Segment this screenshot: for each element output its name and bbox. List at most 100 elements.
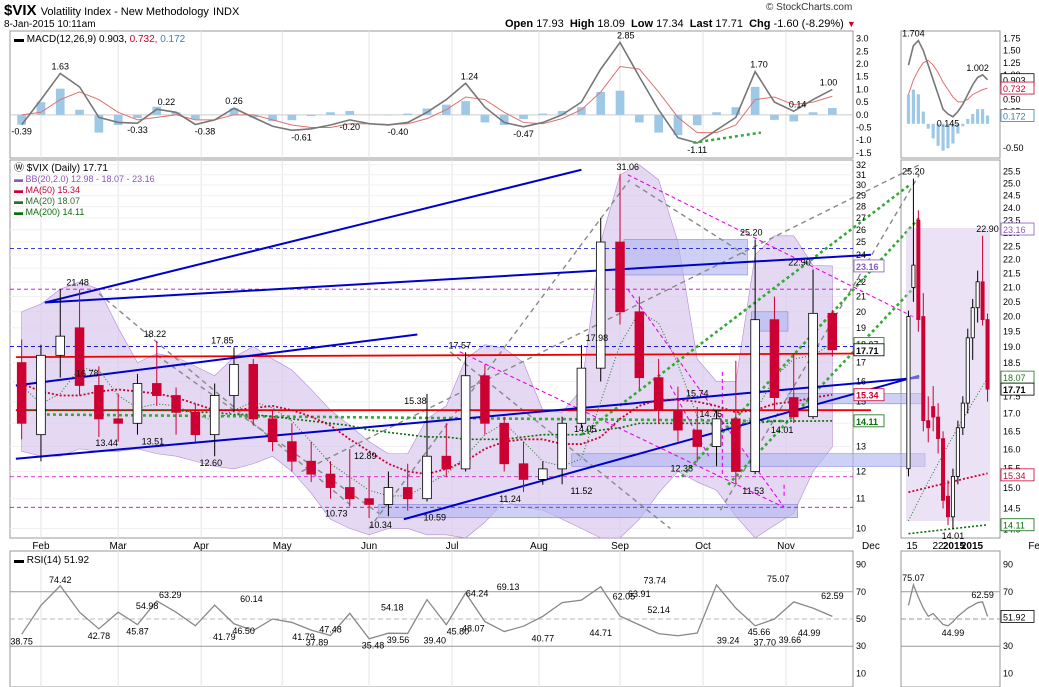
macd-histogram-bar — [75, 109, 84, 115]
macd-histogram-bar — [36, 102, 46, 115]
macd-tick-label: 1.5 — [856, 72, 869, 82]
candle-body — [750, 319, 760, 472]
legend-ma20: ▬ MA(20) 18.07 — [14, 196, 80, 206]
macd-annotation: -0.40 — [388, 127, 409, 137]
rsi-annotation: 41.79 — [292, 632, 315, 642]
zoom-rsi-tick: 10 — [1003, 668, 1013, 678]
zoom-candle-body — [916, 219, 921, 320]
rsi-annotation: 62.05 — [613, 592, 636, 602]
candle-body — [171, 395, 181, 413]
rsi-legend: ▬ RSI(14) 51.92 — [14, 555, 89, 566]
rsi-annotation: 45.87 — [126, 627, 149, 637]
rsi-annotation: 44.71 — [589, 628, 612, 638]
month-label: Oct — [695, 541, 711, 552]
zoom-price-tick: 20.0 — [1003, 312, 1021, 322]
price-annotation: 11.53 — [742, 486, 764, 496]
high-value: 18.09 — [597, 18, 625, 30]
zoom-macd-signal — [907, 59, 988, 103]
zoom-tag-box — [1000, 81, 1035, 95]
rsi-annotation: 46.50 — [232, 626, 255, 636]
zoom-candle-body — [921, 316, 926, 422]
month-label: Aug — [530, 541, 548, 552]
macd-histogram-bar — [828, 107, 837, 115]
macd-annotation: -0.61 — [291, 132, 312, 142]
blue-trend-line — [44, 168, 582, 304]
candle-body — [345, 487, 355, 500]
zoom-candle-body — [950, 476, 955, 518]
rsi-annotation: 73.74 — [644, 576, 667, 586]
zoom-candle-body — [965, 337, 970, 404]
zoom-price-tick: 22.5 — [1003, 241, 1021, 251]
rsi-annotation: 35.48 — [362, 641, 385, 651]
zoom-macd-histogram — [956, 123, 960, 134]
candle-body — [634, 311, 645, 379]
zoom-rsi-annotation: 44.99 — [942, 628, 965, 638]
last-value: 17.71 — [715, 18, 743, 30]
rsi-annotation: 64.24 — [466, 589, 489, 599]
candle-body — [287, 441, 297, 462]
zoom-rsi-annotation: 62.59 — [971, 590, 994, 600]
macd-histogram-bar — [17, 114, 26, 125]
zoom-price-tick: 19.0 — [1003, 342, 1021, 352]
zoom-macd-histogram — [911, 89, 916, 124]
price-annotation: 16.78 — [76, 369, 99, 379]
open-value: 17.93 — [536, 18, 564, 30]
price-annotation: 12.60 — [200, 458, 223, 468]
price-tick-label: 10 — [856, 523, 866, 533]
macd-histogram-bar — [654, 114, 663, 133]
zoom-price-tick: 24.5 — [1003, 190, 1021, 200]
macd-histogram-bar — [345, 111, 355, 115]
shaded-zone — [378, 504, 798, 519]
zoom-tag: 23.16 — [1003, 225, 1026, 235]
zoom-rsi-tick: 90 — [1003, 560, 1013, 570]
rsi-annotation: 37.89 — [306, 637, 329, 647]
zoom-tag-box — [1000, 609, 1035, 623]
rsi-annotation: 39.66 — [779, 635, 802, 645]
price-tick-label: 30 — [856, 180, 866, 190]
rsi-annotation: 69.13 — [497, 582, 520, 592]
macd-histogram-bar — [731, 107, 741, 115]
zoom-candle-body — [946, 495, 951, 518]
zoom-annotation: 22.90 — [976, 224, 999, 234]
macd-legend-part: 0.172 — [160, 34, 185, 45]
zoom-macd-histogram — [906, 94, 911, 124]
macd-annotation: -0.20 — [340, 122, 361, 132]
zoom-macd-tick: 1.75 — [1003, 33, 1021, 43]
zoom-ma200-line — [908, 524, 988, 535]
candle-body — [673, 409, 683, 431]
macd-annotation: 0.22 — [158, 97, 176, 107]
grey-channel-line — [368, 179, 631, 529]
price-tick-label: 32 — [856, 160, 866, 170]
rsi-tick-label: 10 — [856, 668, 866, 678]
zoom-price-tick: 25.5 — [1003, 167, 1021, 177]
macd-histogram-bar — [770, 114, 779, 120]
zoom-macd-tick: 1.50 — [1003, 46, 1021, 56]
ohlc-summary: Open 17.93 High 18.09 Low 17.34 Last 17.… — [505, 18, 856, 30]
price-tag-box — [853, 414, 885, 428]
chart-date: 8-Jan-2015 10:11am — [4, 19, 96, 30]
candle-body — [325, 473, 336, 488]
month-label: Feb — [1028, 541, 1039, 552]
price-tick-label: 24 — [856, 250, 866, 260]
candle-body — [383, 487, 394, 505]
price-annotation: 14.01 — [771, 425, 794, 435]
candle-body — [653, 377, 664, 411]
macd-annotation: 1.63 — [51, 61, 69, 71]
macd-histogram-bar — [499, 114, 509, 125]
macd-histogram-bar — [403, 113, 413, 115]
macd-histogram-bar — [306, 114, 316, 117]
price-annotation: 12.89 — [354, 451, 377, 461]
rsi-annotation: 37.70 — [754, 638, 777, 648]
macd-histogram-bar — [248, 114, 258, 118]
macd-histogram-bar — [94, 114, 104, 133]
candle-body — [190, 411, 201, 436]
grey-channel-line — [156, 354, 380, 514]
candle-body — [557, 422, 567, 470]
zoom-price-tick: 18.5 — [1003, 358, 1021, 368]
zoom-x-label: 15 — [906, 541, 918, 552]
price-tag-box — [853, 259, 885, 273]
macd-histogram-bar — [577, 107, 586, 115]
zoom-macd-histogram — [961, 123, 965, 127]
price-tick-label: 28 — [856, 202, 866, 212]
rsi-annotation: 45.80 — [447, 627, 470, 637]
